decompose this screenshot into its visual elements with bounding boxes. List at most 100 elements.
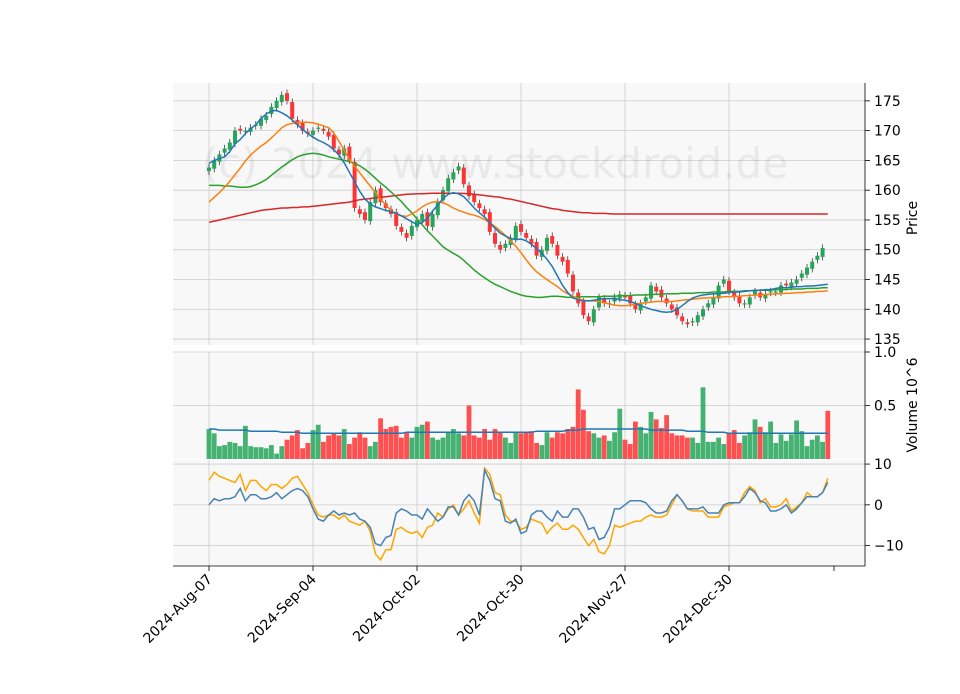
volume-bar [763, 432, 768, 459]
volume-bar [742, 435, 747, 459]
candle-body [597, 297, 601, 308]
volume-tick-label: 0.5 [874, 399, 896, 415]
volume-bar [659, 427, 664, 459]
volume-bar [409, 437, 415, 459]
volume-bar [430, 437, 435, 459]
candle-body [264, 115, 269, 120]
volume-bar [768, 421, 773, 459]
candle-body [420, 214, 425, 222]
candle-body [612, 297, 617, 302]
volume-bar [575, 389, 581, 459]
volume-bar [612, 432, 617, 459]
candle-body [633, 304, 638, 310]
volume-bar [284, 439, 290, 459]
volume-bar [690, 437, 695, 459]
volume-bar [393, 425, 399, 459]
candle-body [399, 227, 404, 232]
volume-bar [336, 435, 342, 459]
volume-bar [211, 433, 217, 459]
candle-body [701, 309, 705, 317]
candle-body [805, 267, 809, 275]
volume-panel [206, 387, 831, 459]
volume-bar [778, 434, 784, 459]
candle-body [617, 294, 622, 299]
candle-body [643, 297, 648, 302]
candle-body [524, 233, 529, 238]
volume-bar [601, 435, 607, 459]
volume-bar [820, 441, 825, 459]
volume-bar [269, 445, 274, 459]
volume-bar [586, 431, 591, 459]
volume-bar [560, 433, 565, 459]
volume-bar [295, 430, 300, 459]
volume-bar [529, 431, 534, 459]
candle-body [238, 128, 243, 131]
candle-body [721, 279, 726, 284]
price-tick-label: 135 [874, 332, 901, 348]
volume-bar [461, 435, 467, 459]
candle-body [727, 280, 731, 292]
candle-body [446, 178, 451, 192]
watermark: (c) 2024 www.stockdroid.de [202, 139, 788, 188]
x-tick-label: 2024-Oct-30 [454, 572, 528, 646]
volume-bar [471, 435, 477, 459]
volume-bar [258, 447, 264, 459]
candle-body [243, 130, 248, 132]
candle-body [285, 93, 289, 101]
volume-bar [310, 430, 316, 459]
volume-bar [815, 435, 820, 459]
candle-body [810, 261, 815, 269]
volume-bar [783, 440, 789, 459]
price-tick-label: 175 [874, 94, 901, 110]
candle-body [638, 303, 643, 311]
candle-body [513, 225, 518, 240]
candle-body [560, 256, 565, 262]
candle-body [259, 118, 263, 126]
volume-bar [523, 432, 529, 459]
volume-bar [627, 444, 633, 459]
candle-body [571, 274, 575, 292]
candle-body [352, 161, 357, 209]
candle-body [363, 212, 367, 220]
candle-body [768, 291, 773, 293]
candle-body [742, 303, 747, 305]
oscillator-panel-bg [173, 460, 865, 566]
volume-bar [648, 411, 654, 459]
volume-bar [300, 448, 305, 459]
volume-bar [539, 445, 545, 459]
candle-body [300, 122, 305, 131]
volume-bar [206, 429, 212, 459]
candle-body [690, 321, 695, 323]
volume-bar [362, 437, 368, 459]
candle-body [737, 295, 742, 304]
volume-bar [217, 446, 222, 459]
volume-bar [643, 433, 649, 459]
volume-bar [700, 387, 706, 459]
candle-body [706, 303, 711, 308]
volume-bar [451, 429, 456, 459]
volume-bar [752, 419, 758, 459]
volume-bar [404, 432, 409, 459]
candle-body [794, 279, 799, 284]
volume-bar [695, 442, 701, 459]
candle-body [373, 190, 378, 204]
volume-bar [279, 446, 285, 459]
candle-body [207, 167, 211, 172]
price-axis-label: Price [905, 201, 921, 235]
candle-body [799, 273, 804, 278]
candle-body [222, 148, 227, 153]
volume-bar [591, 433, 597, 459]
candle-body [321, 128, 326, 131]
volume-bar [419, 424, 425, 459]
x-tick-label: 2024-Dec-30 [660, 572, 735, 647]
volume-bar [565, 429, 571, 459]
candle-body [815, 255, 820, 260]
candle-body [456, 166, 461, 171]
osc-tick-label: 0 [874, 498, 883, 514]
volume-bar [435, 439, 441, 459]
volume-bar [263, 448, 269, 459]
volume-bar [773, 442, 779, 459]
candle-body [784, 283, 789, 286]
candle-body [675, 307, 679, 316]
candle-body [753, 291, 757, 296]
